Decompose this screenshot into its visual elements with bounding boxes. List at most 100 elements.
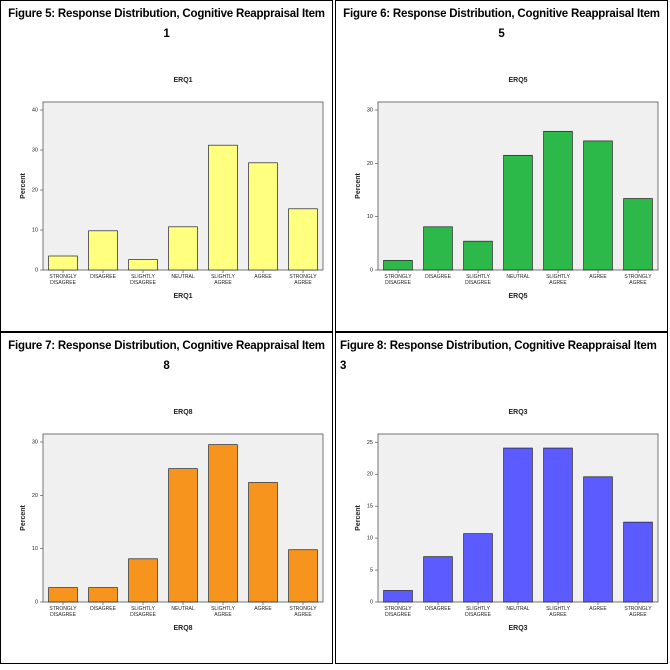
y-tick-label: 0 [370,599,373,605]
x-tick-label: NEUTRAL [506,274,530,280]
figure-caption: Figure 7: Response Distribution, Cogniti… [8,340,325,372]
bar [383,590,413,603]
bar [48,255,78,271]
bar [383,260,413,271]
bar [623,521,653,603]
y-tick-label: 20 [32,493,38,499]
x-tick-label: AGREE [254,606,272,612]
x-tick-label: SLIGHTLY AGREE [211,606,235,618]
x-tick-label: DISAGREE [90,606,116,612]
chart-title: ERQ1 [173,77,192,84]
y-tick-label: 0 [35,599,38,605]
x-axis-label: ERQ3 [508,625,527,632]
x-tick-label: SLIGHTLY DISAGREE [130,274,156,286]
x-tick-label: SLIGHTLY DISAGREE [130,606,156,618]
y-tick-label: 0 [35,267,38,273]
bar [503,154,533,271]
x-axis-label: ERQ8 [173,625,192,632]
x-tick-label: STRONGLY DISAGREE [49,606,77,618]
x-tick-label: SLIGHTLY DISAGREE [465,274,491,286]
y-tick-label: 30 [367,107,373,113]
bar [423,226,453,271]
x-tick-label: NEUTRAL [506,606,530,612]
bar [288,208,318,271]
bar [248,162,278,271]
y-tick-label: 30 [32,439,38,445]
y-axis-label: Percent [355,504,362,530]
y-tick-label: 30 [32,147,38,153]
y-tick-label: 5 [370,568,373,574]
chart: ERQ8 Percent ERQ8 0 10 20 30 [20,409,324,632]
bar [583,140,613,271]
figure-cell: Figure 6: Response Distribution, Cogniti… [335,0,668,332]
y-tick-label: 10 [32,546,38,552]
bar [168,226,198,271]
figure-cell: Figure 5: Response Distribution, Cogniti… [0,0,333,332]
figure-caption: Figure 8: Response Distribution, Cogniti… [340,340,657,372]
chart: ERQ1 Percent ERQ1 0 10 20 30 40 [20,77,324,300]
x-tick-label: AGREE [589,274,607,280]
x-tick-label: DISAGREE [425,274,451,280]
x-tick-label: STRONGLY DISAGREE [384,274,412,286]
bar [128,259,158,271]
y-tick-label: 10 [367,536,373,542]
bar [208,444,238,603]
bar [463,533,493,603]
x-tick-label: STRONGLY AGREE [289,606,317,618]
x-tick-label: SLIGHTLY AGREE [546,274,570,286]
y-axis-label: Percent [20,172,27,198]
x-tick-label: STRONGLY DISAGREE [384,606,412,618]
figure-caption: Figure 5: Response Distribution, Cogniti… [8,8,325,40]
y-tick-label: 20 [367,161,373,167]
bar [88,587,118,603]
bar [503,447,533,603]
x-axis-label: ERQ5 [508,293,527,300]
bar [88,230,118,271]
x-tick-label: DISAGREE [90,274,116,280]
y-axis-label: Percent [355,172,362,198]
figure-cell: Figure 8: Response Distribution, Cogniti… [335,332,668,664]
bar [208,144,238,271]
bar [128,558,158,603]
y-tick-label: 10 [32,227,38,233]
bar [623,198,653,271]
figure-cell: Figure 7: Response Distribution, Cogniti… [0,332,333,664]
bar [423,556,453,603]
x-tick-label: STRONGLY AGREE [624,606,652,618]
bar [463,240,493,271]
x-axis-label: ERQ1 [173,293,192,300]
chart: ERQ5 Percent ERQ5 0 10 20 30 [355,77,659,300]
chart-title: ERQ5 [508,77,527,84]
chart-title: ERQ8 [173,409,192,416]
chart: ERQ3 Percent ERQ3 0 5 10 15 20 25 [355,409,659,632]
x-tick-label: STRONGLY AGREE [289,274,317,286]
chart-title: ERQ3 [508,409,527,416]
x-tick-label: SLIGHTLY AGREE [211,274,235,286]
x-tick-label: AGREE [589,606,607,612]
x-tick-label: NEUTRAL [171,274,195,280]
figure-caption: Figure 6: Response Distribution, Cogniti… [343,8,660,40]
x-tick-label: AGREE [254,274,272,280]
y-tick-label: 40 [32,107,38,113]
bar [168,468,198,603]
bar [543,447,573,603]
x-tick-label: NEUTRAL [171,606,195,612]
x-tick-label: SLIGHTLY DISAGREE [465,606,491,618]
y-tick-label: 25 [367,440,373,446]
x-tick-label: STRONGLY DISAGREE [49,274,77,286]
y-tick-label: 20 [32,187,38,193]
bar [583,476,613,603]
y-tick-label: 0 [370,267,373,273]
y-tick-label: 10 [367,214,373,220]
bar [288,549,318,603]
y-axis-label: Percent [20,504,27,530]
bar [248,482,278,603]
bar [48,587,78,603]
bar [543,130,573,271]
y-tick-label: 20 [367,472,373,478]
x-tick-label: STRONGLY AGREE [624,274,652,286]
x-tick-label: SLIGHTLY AGREE [546,606,570,618]
y-tick-label: 15 [367,504,373,510]
x-tick-label: DISAGREE [425,606,451,612]
